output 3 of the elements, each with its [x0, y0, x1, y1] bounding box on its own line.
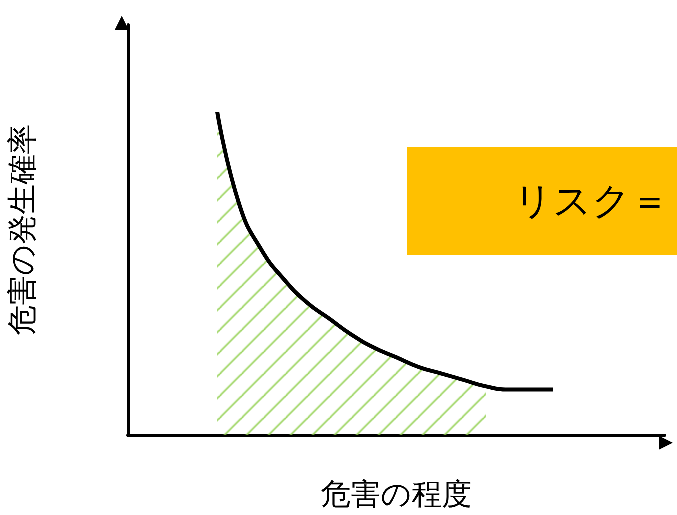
- x-axis-title: 危害の程度: [321, 478, 472, 512]
- annotation: リスク＝: [514, 179, 669, 223]
- y-axis-title: 危害の発生確率: [6, 124, 40, 336]
